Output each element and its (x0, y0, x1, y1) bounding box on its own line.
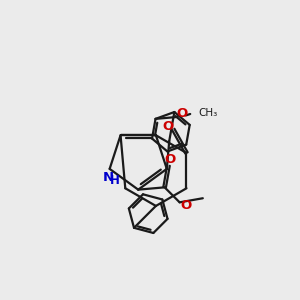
Text: O: O (162, 120, 174, 133)
Text: CH₃: CH₃ (198, 108, 218, 118)
Text: O: O (176, 107, 188, 120)
Text: N: N (103, 171, 114, 184)
Text: O: O (181, 199, 192, 212)
Text: H: H (110, 174, 120, 187)
Text: O: O (164, 153, 175, 166)
